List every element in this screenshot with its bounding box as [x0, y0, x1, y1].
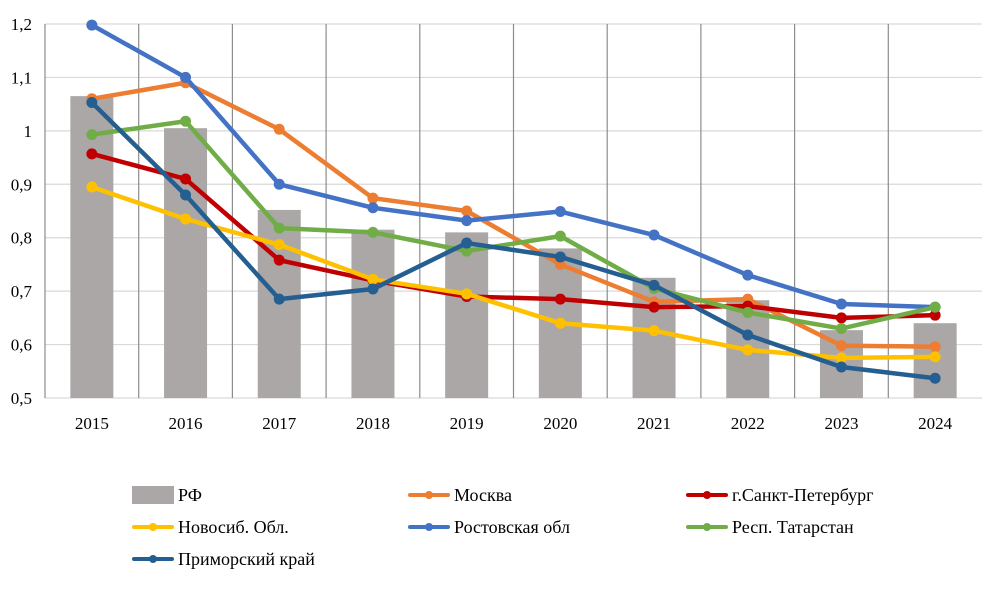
x-tick-label: 2019	[450, 414, 484, 433]
data-point	[554, 206, 566, 218]
data-point	[180, 189, 192, 201]
data-point	[86, 97, 98, 109]
data-point	[86, 19, 98, 31]
x-tick-label: 2023	[824, 414, 858, 433]
data-point	[273, 239, 285, 251]
data-point	[461, 237, 473, 249]
data-point	[929, 341, 941, 353]
data-point	[180, 115, 192, 127]
data-point	[273, 254, 285, 266]
y-tick-label: 1,2	[11, 15, 32, 34]
data-point	[742, 329, 754, 341]
data-point	[648, 229, 660, 241]
bars-rf	[70, 96, 957, 398]
data-point	[461, 205, 473, 217]
data-point	[835, 312, 847, 324]
series-line	[89, 100, 938, 381]
data-point	[367, 226, 379, 238]
data-point	[461, 215, 473, 227]
bar-2018	[351, 229, 395, 398]
data-point	[835, 340, 847, 352]
data-point	[273, 293, 285, 305]
x-tick-label: 2021	[637, 414, 671, 433]
data-point	[273, 222, 285, 234]
x-tick-label: 2018	[356, 414, 390, 433]
data-point	[180, 173, 192, 185]
data-point	[929, 372, 941, 384]
data-point	[86, 129, 98, 141]
series-line	[89, 22, 938, 310]
data-point	[742, 269, 754, 281]
y-tick-label: 1,1	[11, 68, 32, 87]
data-point	[554, 317, 566, 329]
series-line	[89, 184, 938, 361]
data-point	[180, 213, 192, 225]
x-tick-label: 2020	[543, 414, 577, 433]
data-point	[835, 361, 847, 373]
series-3	[86, 181, 941, 364]
data-point	[835, 298, 847, 310]
data-point	[929, 301, 941, 313]
data-point	[461, 288, 473, 300]
x-tick-label: 2022	[731, 414, 765, 433]
data-point	[86, 181, 98, 193]
data-point	[273, 123, 285, 135]
x-tick-label: 2015	[75, 414, 109, 433]
series-5	[86, 115, 941, 335]
data-point	[273, 178, 285, 190]
data-point	[461, 245, 473, 257]
data-point	[367, 192, 379, 204]
y-axis-ticks: 0,5 0,6 0,7 0,8 0,9 1 1,1 1,2	[11, 15, 33, 408]
data-point	[835, 323, 847, 335]
data-point	[929, 351, 941, 363]
series-4	[86, 19, 941, 313]
data-point	[86, 148, 98, 160]
y-tick-label: 0,7	[11, 282, 33, 301]
x-tick-label: 2017	[262, 414, 297, 433]
bar-2019	[445, 232, 489, 398]
bar-2016	[164, 128, 208, 398]
series-line	[89, 118, 938, 331]
data-point	[367, 273, 379, 285]
data-point	[648, 325, 660, 337]
x-tick-label: 2024	[918, 414, 953, 433]
data-point	[742, 344, 754, 356]
series-6	[86, 97, 941, 384]
data-point	[554, 230, 566, 242]
data-point	[367, 283, 379, 295]
data-point	[648, 279, 660, 291]
bar-2015	[70, 96, 114, 398]
series-lines	[86, 19, 941, 384]
y-tick-label: 0,6	[11, 336, 32, 355]
data-point	[742, 307, 754, 319]
x-tick-label: 2016	[169, 414, 203, 433]
y-tick-label: 0,5	[11, 389, 32, 408]
data-point	[835, 352, 847, 364]
x-axis-ticks: 2015 2016 2017 2018 2019 2020 2021 2022 2023 2024	[75, 414, 953, 433]
data-point	[929, 309, 941, 321]
data-point	[367, 202, 379, 214]
data-point	[554, 251, 566, 263]
series-line	[89, 151, 938, 321]
data-point	[180, 71, 192, 83]
y-tick-label: 0,8	[11, 229, 32, 248]
data-point	[554, 293, 566, 305]
y-tick-label: 1	[24, 122, 33, 141]
y-tick-label: 0,9	[11, 175, 32, 194]
data-point	[648, 301, 660, 313]
